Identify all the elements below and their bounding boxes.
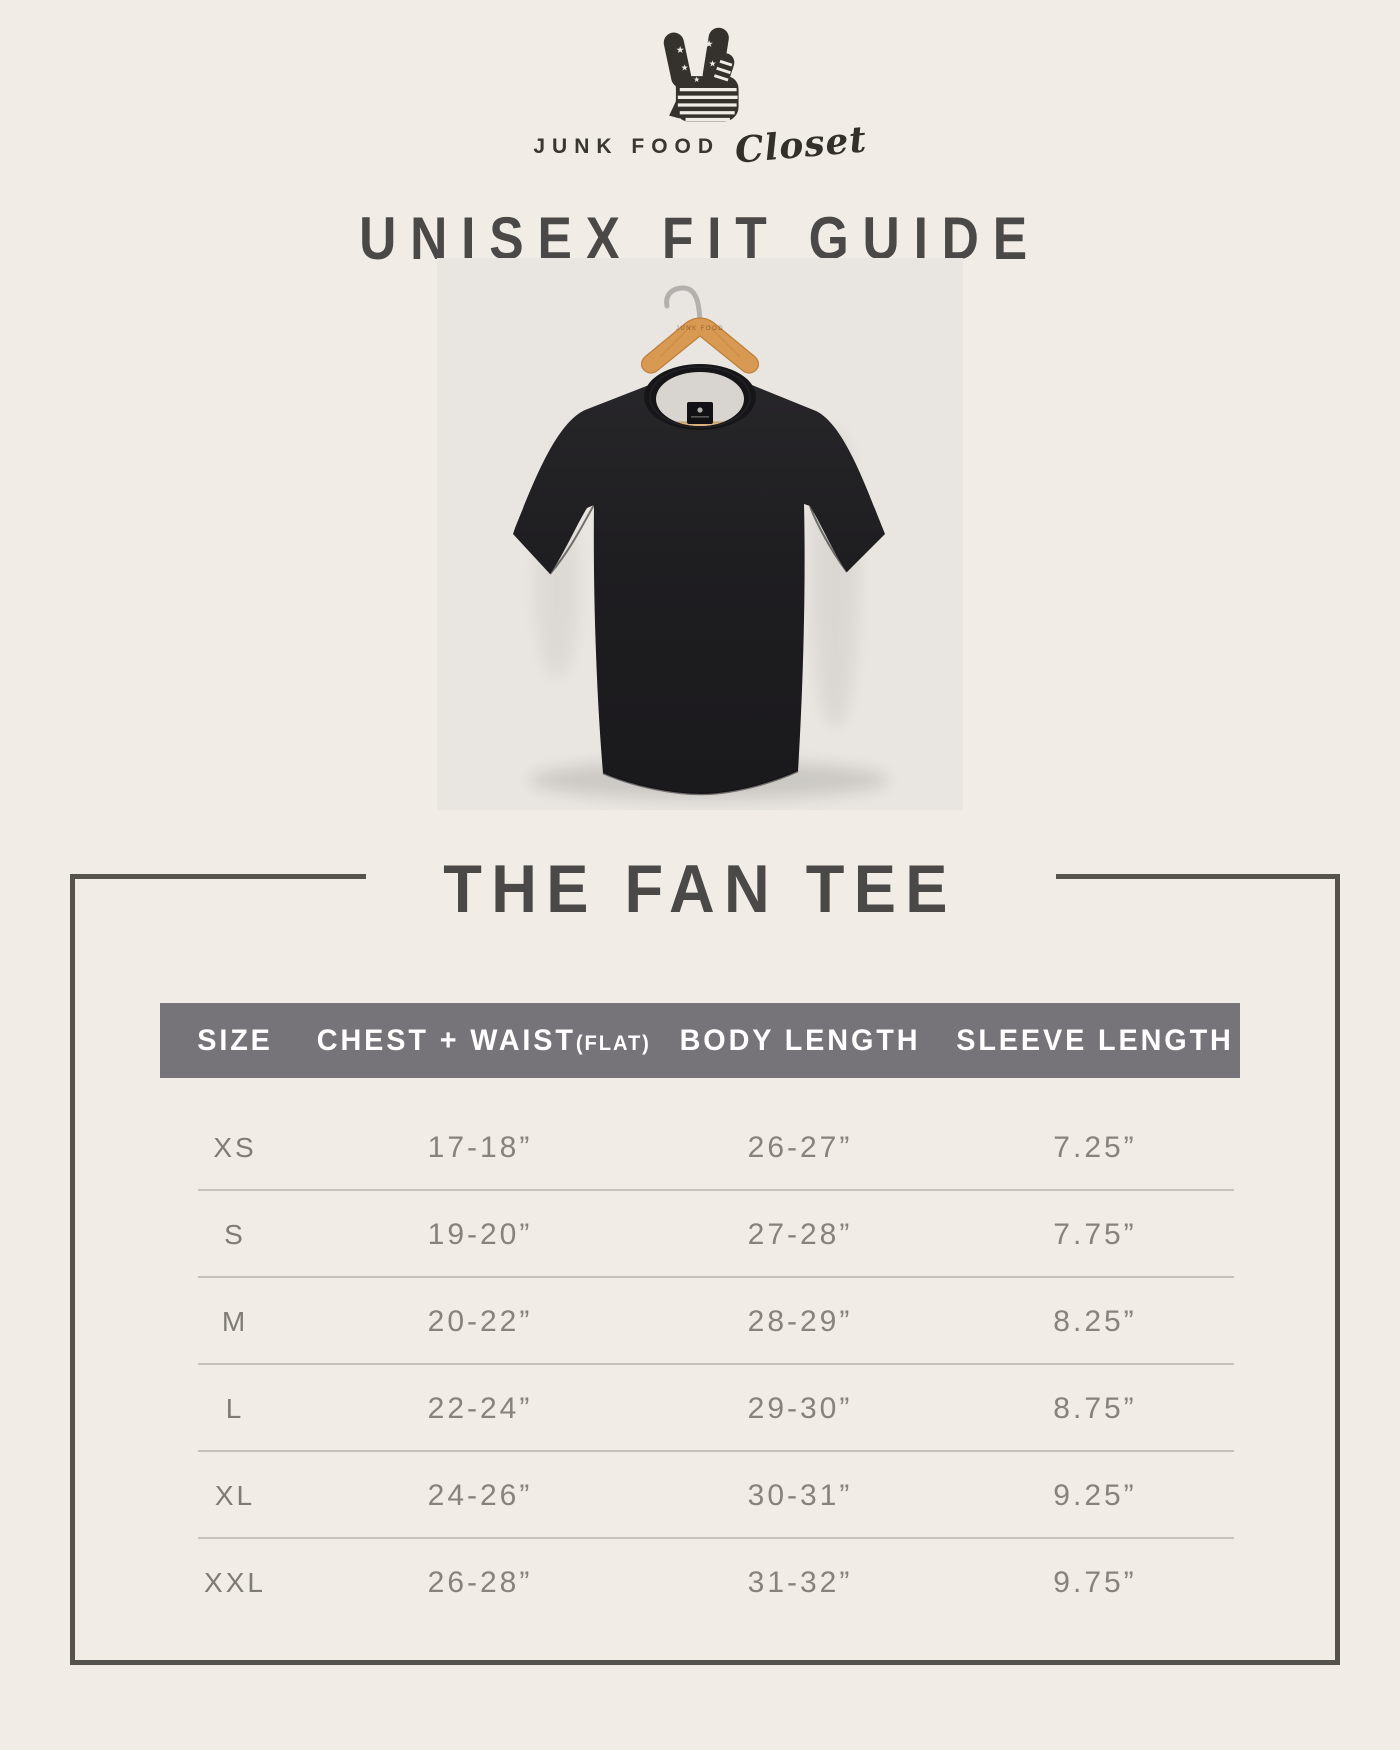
brand-logo: ★ ★ ★ ★ ★ bbox=[0, 26, 1400, 137]
tee-on-hanger-illustration: JUNK FOOD bbox=[437, 258, 963, 810]
brand-name-script: Closet bbox=[732, 118, 869, 172]
column-header-size: SIZE bbox=[197, 1023, 273, 1057]
product-photo: JUNK FOOD bbox=[437, 258, 963, 810]
brand-name-left: JUNK FOOD bbox=[533, 135, 721, 158]
size-table-body: XS 17-18” 26-27” 7.25” S 19-20” 27-28” 7… bbox=[160, 1078, 1240, 1626]
table-row-xl: XL 24-26” 30-31” 9.25” bbox=[160, 1452, 1240, 1539]
brand-wordmark: JUNK FOOD Closet bbox=[0, 118, 1400, 171]
table-row-s: S 19-20” 27-28” 7.75” bbox=[160, 1191, 1240, 1278]
svg-text:★: ★ bbox=[693, 75, 700, 84]
table-row-xxl: XXL 26-28” 31-32” 9.75” bbox=[204, 1565, 1137, 1599]
svg-text:★: ★ bbox=[709, 59, 717, 69]
column-header-chest-waist: CHEST + WAIST(FLAT) bbox=[316, 1023, 651, 1057]
column-header-flat-suffix: (FLAT) bbox=[575, 1031, 651, 1055]
frame-bottom-border bbox=[70, 1660, 1340, 1665]
frame-top-left-line bbox=[70, 874, 366, 879]
svg-text:★: ★ bbox=[705, 39, 714, 50]
hanger-stamp-text: JUNK FOOD bbox=[676, 326, 724, 332]
product-title: THE FAN TEE bbox=[443, 851, 957, 927]
frame-left-border bbox=[70, 874, 75, 1665]
column-header-body-length: BODY LENGTH bbox=[679, 1023, 921, 1057]
svg-text:★: ★ bbox=[681, 63, 689, 73]
svg-text:★: ★ bbox=[676, 45, 685, 56]
table-row-l: L 22-24” 29-30” 8.75” bbox=[160, 1365, 1240, 1452]
peace-hand-flag-logo-icon: ★ ★ ★ ★ ★ bbox=[663, 27, 739, 122]
column-header-sleeve-length: SLEEVE LENGTH bbox=[956, 1023, 1234, 1057]
frame-right-border bbox=[1335, 874, 1340, 1665]
frame-top-right-line bbox=[1056, 874, 1340, 879]
table-row-xs: XS 17-18” 26-27” 7.25” bbox=[160, 1104, 1240, 1191]
size-table-header: SIZE CHEST + WAIST(FLAT) BODY LENGTH SLE… bbox=[160, 1003, 1240, 1078]
table-row-m: M 20-22” 28-29” 8.25” bbox=[160, 1278, 1240, 1365]
